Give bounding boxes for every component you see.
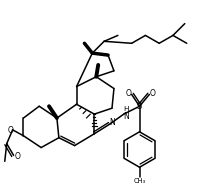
Text: N: N	[109, 118, 115, 128]
Text: O: O	[15, 152, 20, 161]
Text: S: S	[137, 102, 142, 111]
Text: CH₃: CH₃	[133, 178, 146, 184]
Text: N: N	[123, 112, 129, 121]
Text: O: O	[126, 89, 132, 98]
Text: O: O	[8, 126, 14, 135]
Text: O: O	[149, 89, 155, 98]
Text: H: H	[123, 106, 129, 112]
